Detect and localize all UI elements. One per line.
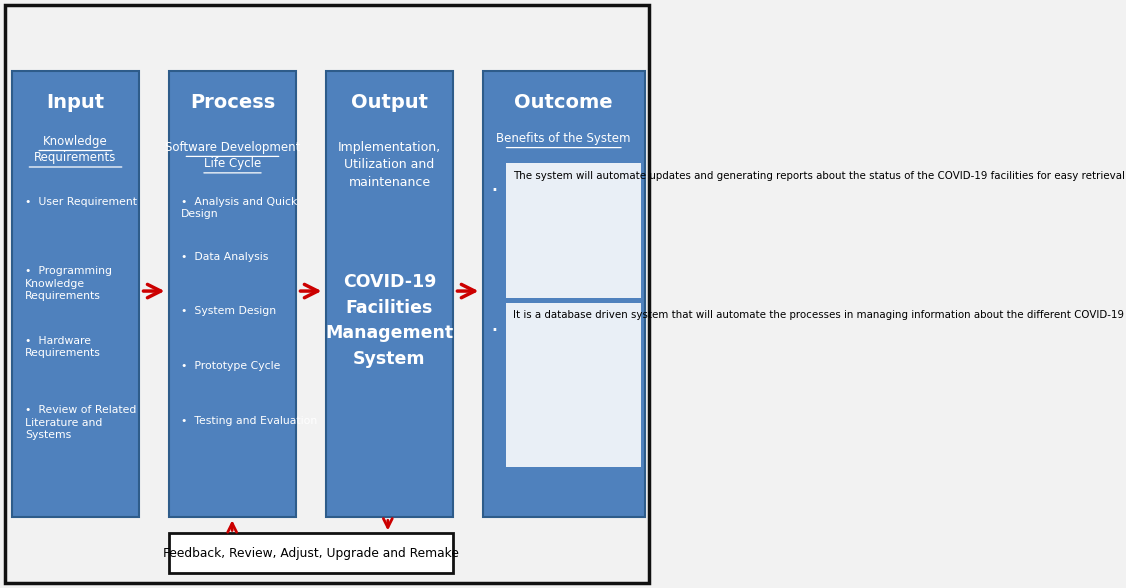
FancyBboxPatch shape xyxy=(169,533,454,573)
Text: Process: Process xyxy=(190,93,275,112)
FancyBboxPatch shape xyxy=(169,71,296,517)
Text: Outcome: Outcome xyxy=(515,93,613,112)
Text: Benefits of the System: Benefits of the System xyxy=(497,132,631,145)
Text: •  User Requirement: • User Requirement xyxy=(25,197,137,207)
FancyBboxPatch shape xyxy=(507,163,641,298)
Text: •  Prototype Cycle: • Prototype Cycle xyxy=(180,361,280,371)
Text: •  Programming
Knowledge
Requirements: • Programming Knowledge Requirements xyxy=(25,266,111,301)
Text: Requirements: Requirements xyxy=(35,151,117,164)
Text: Life Cycle: Life Cycle xyxy=(204,157,261,170)
FancyBboxPatch shape xyxy=(507,303,641,467)
Text: •  Data Analysis: • Data Analysis xyxy=(180,252,268,262)
FancyBboxPatch shape xyxy=(325,71,454,517)
FancyBboxPatch shape xyxy=(11,71,140,517)
Text: •  System Design: • System Design xyxy=(180,306,276,316)
Text: •  Testing and Evaluation: • Testing and Evaluation xyxy=(180,416,316,426)
Text: Implementation,
Utilization and
maintenance: Implementation, Utilization and maintena… xyxy=(338,141,441,189)
Text: Software Development: Software Development xyxy=(164,141,301,153)
Text: Feedback, Review, Adjust, Upgrade and Remake: Feedback, Review, Adjust, Upgrade and Re… xyxy=(163,547,459,560)
Text: Output: Output xyxy=(351,93,428,112)
Text: .: . xyxy=(491,172,499,196)
Text: Input: Input xyxy=(46,93,105,112)
Text: .: . xyxy=(491,312,499,336)
Text: The system will automate updates and generating reports about the status of the : The system will automate updates and gen… xyxy=(512,171,1126,181)
Text: •  Hardware
Requirements: • Hardware Requirements xyxy=(25,336,100,358)
Text: •  Review of Related
Literature and
Systems: • Review of Related Literature and Syste… xyxy=(25,405,136,440)
Text: It is a database driven system that will automate the processes in managing info: It is a database driven system that will… xyxy=(512,310,1126,320)
Text: COVID-19
Facilities
Management
System: COVID-19 Facilities Management System xyxy=(325,273,454,368)
Text: Knowledge: Knowledge xyxy=(43,135,108,148)
Text: •  Analysis and Quick
Design: • Analysis and Quick Design xyxy=(180,197,297,219)
FancyBboxPatch shape xyxy=(483,71,645,517)
